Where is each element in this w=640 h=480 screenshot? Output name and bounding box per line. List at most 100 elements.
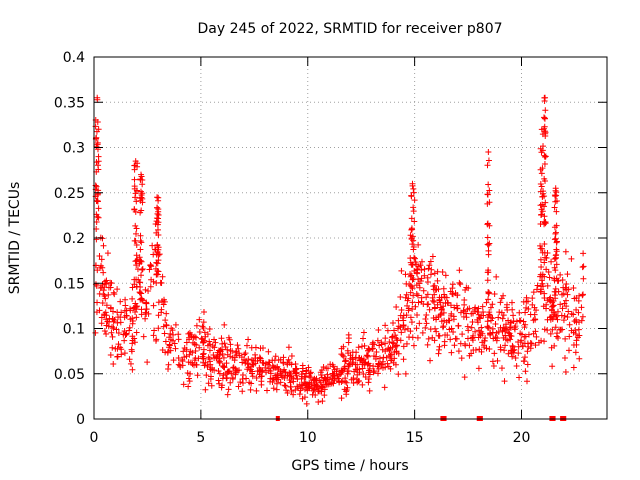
spike-point (542, 254, 549, 261)
data-point (169, 337, 176, 344)
data-point (144, 359, 151, 366)
data-point (172, 321, 179, 328)
data-point (220, 354, 227, 361)
data-point (568, 255, 575, 262)
data-point (440, 285, 447, 292)
data-point (219, 340, 226, 347)
data-point (414, 270, 421, 277)
data-point (575, 309, 582, 316)
data-point (435, 350, 442, 357)
data-point (516, 309, 523, 316)
data-point (98, 314, 105, 321)
spike-point (138, 239, 145, 246)
data-point (193, 322, 200, 329)
data-point (134, 266, 141, 273)
data-point (158, 279, 165, 286)
data-point (321, 392, 328, 399)
data-point (561, 313, 568, 320)
data-point (561, 354, 568, 361)
data-point (175, 355, 182, 362)
spike-point (153, 271, 160, 278)
spike-point (137, 232, 144, 239)
data-point (521, 354, 528, 361)
data-point (390, 320, 397, 327)
data-point (98, 320, 105, 327)
data-point (237, 379, 244, 386)
data-point (327, 361, 334, 368)
data-point (468, 350, 475, 357)
data-point (475, 305, 482, 312)
spike-point (542, 107, 549, 114)
data-point (306, 373, 313, 380)
data-point (275, 366, 282, 373)
data-point (363, 352, 370, 359)
spike-point (132, 194, 139, 201)
data-point (565, 347, 572, 354)
data-point (303, 400, 310, 407)
data-point (448, 349, 455, 356)
data-point (382, 348, 389, 355)
spike-point (539, 280, 546, 287)
y-tick-labels: 0 0.05 0.1 0.15 0.2 0.25 0.3 0.35 0.4 (54, 50, 85, 428)
data-point (571, 295, 578, 302)
data-point (572, 349, 579, 356)
data-point (117, 298, 124, 305)
data-point (243, 375, 250, 382)
data-point (103, 331, 110, 338)
data-point (109, 333, 116, 340)
data-point (248, 380, 255, 387)
data-point (339, 352, 346, 359)
data-point (420, 301, 427, 308)
spike-point (133, 230, 140, 237)
data-point (559, 305, 566, 312)
data-point (395, 371, 402, 378)
spike-point (407, 282, 414, 289)
data-point (270, 385, 277, 392)
data-point (461, 374, 468, 381)
spike-point (411, 254, 418, 261)
data-point (492, 321, 499, 328)
data-point (344, 347, 351, 354)
data-point (239, 388, 246, 395)
data-point (216, 358, 223, 365)
data-point (554, 308, 561, 315)
data-point (507, 332, 514, 339)
y-tick-label: 0.25 (54, 186, 85, 202)
data-point (421, 272, 428, 279)
data-point (213, 355, 220, 362)
spike-point (410, 189, 417, 196)
data-point (186, 378, 193, 385)
data-point (284, 389, 291, 396)
spike-point (541, 193, 548, 200)
data-point (374, 337, 381, 344)
data-point (128, 348, 135, 355)
data-point (338, 395, 345, 402)
data-point (330, 380, 337, 387)
data-point (196, 316, 203, 323)
data-point (475, 311, 482, 318)
spike-point (551, 264, 558, 271)
data-point (416, 284, 423, 291)
data-point (527, 339, 534, 346)
data-point (177, 364, 184, 371)
y-tick-label: 0 (76, 412, 85, 428)
data-point (297, 387, 304, 394)
spike-point (541, 152, 548, 159)
data-point (549, 363, 556, 370)
data-point (477, 315, 484, 322)
data-point (578, 317, 585, 324)
data-point (505, 350, 512, 357)
spike-peak-point (485, 149, 492, 156)
spike-point (408, 272, 415, 279)
data-point (382, 364, 389, 371)
data-point (448, 310, 455, 317)
data-point (397, 312, 404, 319)
data-point (342, 357, 349, 364)
data-point (341, 363, 348, 370)
spike-point (484, 323, 491, 330)
spike-point (136, 289, 143, 296)
data-point (400, 317, 407, 324)
data-point (319, 384, 326, 391)
data-point (475, 365, 482, 372)
spike-point (553, 238, 560, 245)
